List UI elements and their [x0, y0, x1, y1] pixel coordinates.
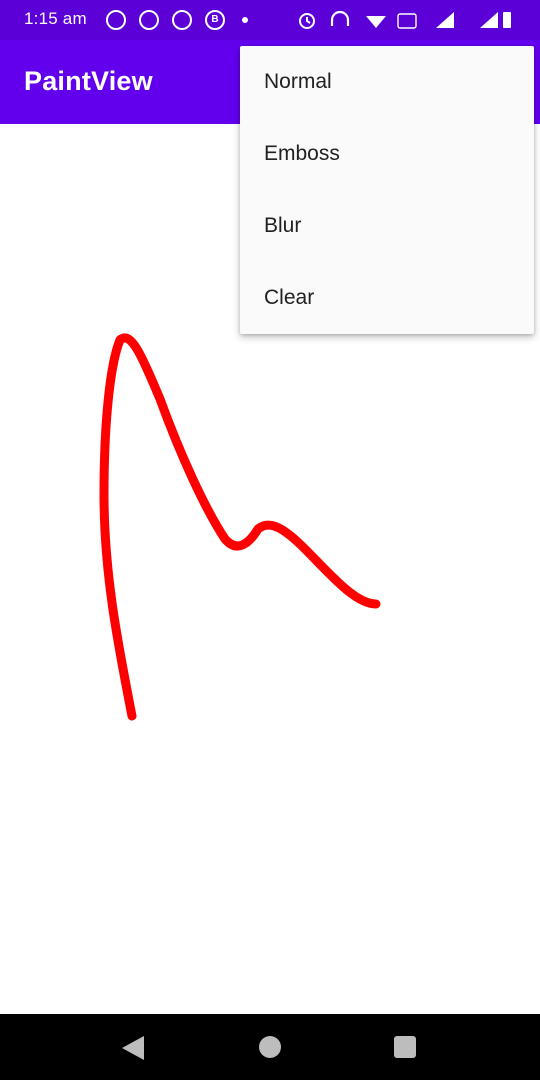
signal-icon	[436, 12, 454, 28]
notification-dot-icon	[242, 17, 248, 23]
whatsapp-icon	[139, 10, 159, 30]
signal-icon	[480, 12, 498, 28]
red-stroke	[99, 333, 381, 721]
home-icon[interactable]	[259, 1036, 281, 1058]
app-title: PaintView	[24, 66, 153, 96]
wifi-icon	[366, 16, 386, 28]
menu-item-emboss[interactable]: Emboss	[264, 142, 340, 165]
status-time: 1:15 am	[24, 9, 87, 28]
status-indicators	[299, 10, 511, 29]
volte-icon	[397, 13, 417, 29]
recents-icon[interactable]	[394, 1036, 416, 1058]
whatsapp-icon	[172, 10, 192, 30]
battery-icon	[503, 12, 511, 28]
headset-icon	[330, 10, 350, 26]
overflow-menu: Normal Emboss Blur Clear	[240, 46, 534, 334]
drawing-layer	[99, 333, 381, 721]
menu-item-normal[interactable]: Normal	[264, 70, 332, 93]
menu-item-clear[interactable]: Clear	[264, 286, 315, 309]
whatsapp-icon	[106, 10, 126, 30]
alarm-icon	[299, 13, 315, 29]
navigation-bar	[0, 1014, 540, 1080]
back-icon[interactable]	[122, 1036, 144, 1060]
status-bar: 1:15 am B	[0, 0, 540, 40]
menu-item-blur[interactable]: Blur	[264, 214, 302, 237]
whatsapp-business-icon: B	[205, 10, 225, 30]
